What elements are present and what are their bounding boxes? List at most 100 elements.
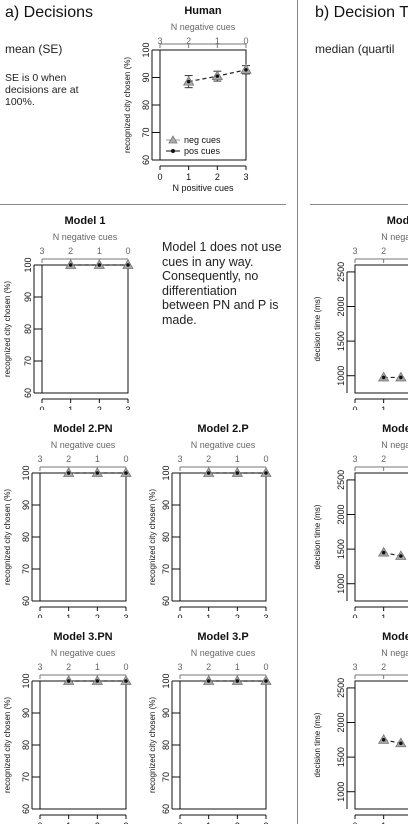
y-tick-label: 1500 (336, 747, 346, 767)
y-tick-label: 80 (161, 532, 171, 542)
y-tick-label: 60 (161, 804, 171, 814)
top-tick-label: 1 (95, 662, 100, 672)
section-b-stat-label: median (quartil (315, 42, 395, 56)
top-tick-label: 2 (381, 454, 386, 464)
x-tick-label: 3 (263, 613, 268, 618)
x-tick-label: 0 (352, 405, 357, 410)
y-axis-label: decision time (ms) (313, 712, 322, 777)
chart-rt-model3: Model N negati 3 2 1000 1500 2000 2500 decision … (313, 631, 408, 824)
top-tick-label: 2 (381, 246, 386, 256)
section-a-stat-label: mean (SE) (5, 42, 63, 56)
chart-rt-model1: Mod N negati 3 2 1000 1500 2000 2500 decision ti… (313, 215, 408, 410)
top-tick-label: 2 (381, 662, 386, 672)
x-tick-label: 2 (97, 405, 102, 410)
y-axis-label: recognized city chosen (%) (148, 489, 157, 585)
point-pos-cues (264, 679, 268, 683)
x-tick-label: 2 (235, 821, 240, 824)
chart-title: Model 2.PN (53, 423, 112, 435)
y-tick-label: 1500 (336, 331, 346, 351)
top-tick-label: 3 (177, 662, 182, 672)
plot-frame (354, 680, 408, 810)
chart-model2pn: Model 2.PN N negative cues 3 2 1 0 60 70 80 90 100… (3, 423, 132, 618)
plot-frame (354, 472, 408, 602)
chart-title: Model 3.PN (53, 631, 112, 643)
chart-title: Model 3.P (197, 631, 248, 643)
y-tick-label: 70 (21, 564, 31, 574)
section-divider-right (310, 204, 408, 205)
top-axis-title: N negative cues (191, 648, 256, 658)
x-tick-label: 1 (206, 821, 211, 824)
top-tick-label: 0 (125, 246, 130, 256)
y-tick-label: 1500 (336, 539, 346, 559)
top-tick-label: 3 (352, 454, 357, 464)
legend-marker-pos (171, 149, 175, 153)
x-axis-label: N positive cues (172, 183, 234, 193)
top-tick-label: 3 (157, 36, 162, 46)
x-tick-label: 1 (381, 405, 386, 410)
y-tick-label: 80 (21, 740, 31, 750)
y-tick-label: 1000 (336, 574, 346, 594)
legend-label-neg: neg cues (184, 135, 221, 145)
x-tick-label: 3 (123, 821, 128, 824)
top-axis-title: N negati (381, 648, 408, 658)
y-tick-label: 60 (161, 596, 171, 606)
point-pos-cues (66, 679, 71, 683)
x-tick-label: 0 (37, 613, 42, 618)
y-tick-label: 90 (161, 500, 171, 510)
x-tick-label: 0 (352, 613, 357, 618)
top-tick-label: 1 (95, 454, 100, 464)
x-tick-label: 1 (381, 613, 386, 618)
x-tick-label: 0 (352, 821, 357, 824)
y-tick-label: 70 (23, 356, 33, 366)
point-pos-cues (124, 679, 128, 683)
chart-model3p: Model 3.P N negative cues 3 2 1 0 60 70 80 90 100 r… (148, 631, 272, 824)
point-pos-cues (399, 741, 403, 746)
top-tick-label: 0 (263, 662, 268, 672)
chart-rt-model2: Model N negati 3 2 1000 1500 2000 2500 decision … (313, 423, 408, 618)
plot-frame (179, 472, 267, 602)
top-axis-title: N negative cues (191, 440, 256, 450)
chart-title: Model 2.P (197, 423, 248, 435)
point-pos-cues (95, 679, 100, 683)
point-pos-cues (68, 263, 73, 267)
top-tick-label: 3 (352, 662, 357, 672)
x-tick-label: 2 (95, 821, 100, 824)
x-tick-label: 1 (68, 405, 73, 410)
point-pos-cues (235, 471, 240, 475)
y-tick-label: 80 (141, 100, 151, 110)
y-axis-label: decision time (ms) (313, 504, 322, 569)
y-tick-label: 100 (161, 673, 171, 688)
top-axis-title: N negative cues (51, 648, 116, 658)
top-axis-title: N negative cues (171, 22, 236, 32)
top-tick-label: 3 (37, 662, 42, 672)
point-pos-cues (66, 471, 71, 475)
section-a-note: SE is 0 when decisions are at 100%. (5, 72, 79, 108)
x-tick-label: 0 (157, 172, 162, 182)
chart-title: Model (382, 423, 408, 435)
section-b-title: b) Decision T (315, 4, 408, 21)
y-tick-label: 70 (161, 772, 171, 782)
top-tick-label: 2 (68, 246, 73, 256)
top-tick-label: 3 (352, 246, 357, 256)
top-tick-label: 2 (66, 454, 71, 464)
chart-model1: Model 1 N negative cues 3 2 1 0 60 70 80 90 100 rec… (3, 215, 134, 410)
legend-label-pos: pos cues (184, 146, 221, 156)
x-tick-label: 2 (235, 613, 240, 618)
top-tick-label: 0 (123, 662, 128, 672)
x-tick-label: 1 (66, 821, 71, 824)
point-pos-cues (235, 679, 240, 683)
x-tick-label: 0 (37, 821, 42, 824)
y-tick-label: 2000 (336, 712, 346, 732)
top-tick-label: 2 (66, 662, 71, 672)
y-tick-label: 60 (21, 804, 31, 814)
x-tick-label: 1 (186, 172, 191, 182)
y-tick-label: 70 (141, 127, 151, 137)
point-pos-cues (381, 375, 386, 380)
point-pos-cues (399, 375, 403, 380)
top-tick-label: 1 (97, 246, 102, 256)
x-tick-label: 2 (215, 172, 220, 182)
plot-frame (39, 472, 127, 602)
top-axis-title: N negati (381, 232, 408, 242)
y-tick-label: 60 (21, 596, 31, 606)
y-tick-label: 100 (21, 465, 31, 480)
